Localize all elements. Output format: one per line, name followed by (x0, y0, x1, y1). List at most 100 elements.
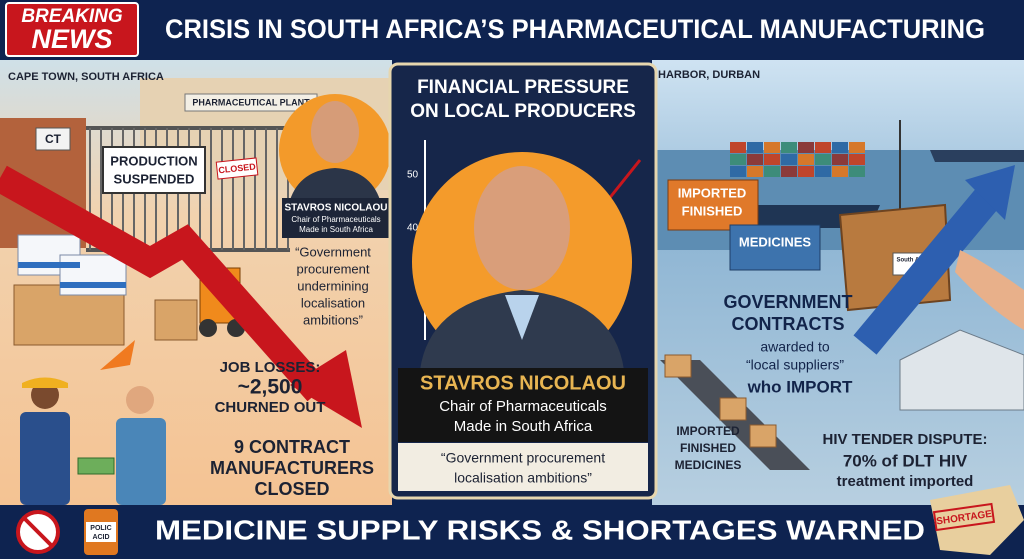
closures-text: 9 CONTRACT (234, 437, 350, 457)
contracts-text: who IMPORT (747, 377, 853, 396)
center-heading: ON LOCAL PRODUCERS (410, 101, 636, 122)
decline-arrow (0, 165, 329, 402)
shortage-stamp (932, 502, 996, 532)
production-sign (102, 146, 206, 194)
forklift-wheel (199, 319, 217, 337)
portrait-role: Chair of Pharmaceuticals (291, 215, 380, 224)
container (747, 154, 763, 165)
container (730, 166, 746, 177)
worker-body (116, 418, 166, 505)
center-heading: FINANCIAL PRESSURE (417, 77, 629, 98)
portrait-role: Chair of Pharmaceuticals (439, 398, 607, 415)
container (849, 154, 865, 165)
cash (77, 457, 115, 475)
right-panel (652, 60, 1024, 505)
conveyor-label: FINISHED (680, 441, 736, 455)
decline-arrow-head (290, 350, 362, 428)
hard-hat (22, 377, 68, 388)
container (849, 166, 865, 177)
container (849, 142, 865, 153)
portrait-suit (290, 168, 380, 200)
container (832, 166, 848, 177)
container (730, 142, 746, 153)
name-plate (398, 368, 648, 442)
container (798, 166, 814, 177)
quote-text: procurement (297, 261, 370, 276)
portrait-role: Made in South Africa (299, 225, 373, 234)
quote-text: ambitions” (303, 312, 363, 327)
job-losses-text: JOB LOSSES: (220, 359, 321, 376)
axis-label: 50 (407, 170, 419, 181)
container (798, 154, 814, 165)
header-bar (0, 0, 1024, 60)
small-arrow (100, 340, 135, 370)
quote-text: localisation (301, 295, 365, 310)
container (832, 142, 848, 153)
contracts-text: awarded to (760, 339, 829, 355)
worker-head (126, 386, 154, 414)
headline-title: CRISIS IN SOUTH AFRICA’S PHARMACEUTICAL … (165, 14, 985, 44)
container (764, 166, 780, 177)
closures-text: MANUFACTURERS (210, 458, 374, 478)
badge-text: BREAKING (21, 6, 123, 27)
closed-tag (215, 157, 259, 180)
quote-text: “Government (295, 244, 371, 259)
container (764, 142, 780, 153)
ct-sign-text: CT (45, 132, 62, 146)
cardboard-box (749, 424, 777, 448)
location-label: HARBOR, DURBAN (658, 69, 760, 81)
box-stripe (18, 262, 80, 268)
no-entry-slash (22, 516, 54, 548)
location-label: CAPE TOWN, SOUTH AFRICA (8, 71, 164, 83)
import-arrow (853, 185, 1002, 355)
portrait-caption (282, 198, 390, 238)
portrait-role: Made in South Africa (454, 418, 593, 435)
containers (730, 142, 865, 177)
quote-text: localisation ambitions” (454, 470, 592, 486)
contracts-text: GOVERNMENT (723, 292, 852, 312)
bottle-label-text: ACID (92, 534, 109, 541)
conveyor-label: MEDICINES (675, 458, 742, 472)
container-label: MEDICINES (739, 234, 812, 249)
cardboard-box (664, 354, 692, 378)
portrait-name: STAVROS NICOLAOU (285, 203, 388, 214)
container (815, 142, 831, 153)
distant-ship (930, 150, 1024, 162)
footer-headline: MEDICINE SUPPLY RISKS & SHORTAGES WARNED (155, 514, 925, 545)
contracts-text: CONTRACTS (732, 314, 845, 334)
breaking-badge (5, 2, 139, 57)
ct-sign (35, 127, 71, 151)
map-stamp (930, 485, 1024, 555)
job-losses-text: ~2,500 (238, 376, 303, 399)
container (798, 142, 814, 153)
container (747, 166, 763, 177)
closed-tag-text: CLOSED (218, 161, 257, 175)
container (667, 179, 759, 231)
badge-text: NEWS (32, 24, 113, 54)
import-arrow-head (965, 165, 1015, 220)
quote-text: “Government procurement (441, 450, 605, 466)
quote-box (398, 443, 648, 491)
axis-label: 40 (407, 223, 419, 234)
production-sign-text: PRODUCTION (110, 153, 197, 168)
hiv-text: treatment imported (837, 473, 974, 490)
box-stripe (60, 282, 126, 288)
contracts-text: “local suppliers” (746, 357, 844, 373)
portrait-shirt (505, 295, 539, 340)
container (815, 166, 831, 177)
container (781, 154, 797, 165)
container (729, 224, 821, 271)
worker-body (20, 412, 70, 505)
portrait-head (474, 166, 570, 290)
container (747, 142, 763, 153)
container (764, 154, 780, 165)
portrait-head (311, 101, 359, 163)
job-losses-text: CHURNED OUT (215, 399, 326, 416)
hiv-text: HIV TENDER DISPUTE: (822, 431, 987, 448)
hiv-text: 70% of DLT HIV (843, 451, 968, 470)
container (781, 166, 797, 177)
conveyor-label: IMPORTED (676, 424, 740, 438)
